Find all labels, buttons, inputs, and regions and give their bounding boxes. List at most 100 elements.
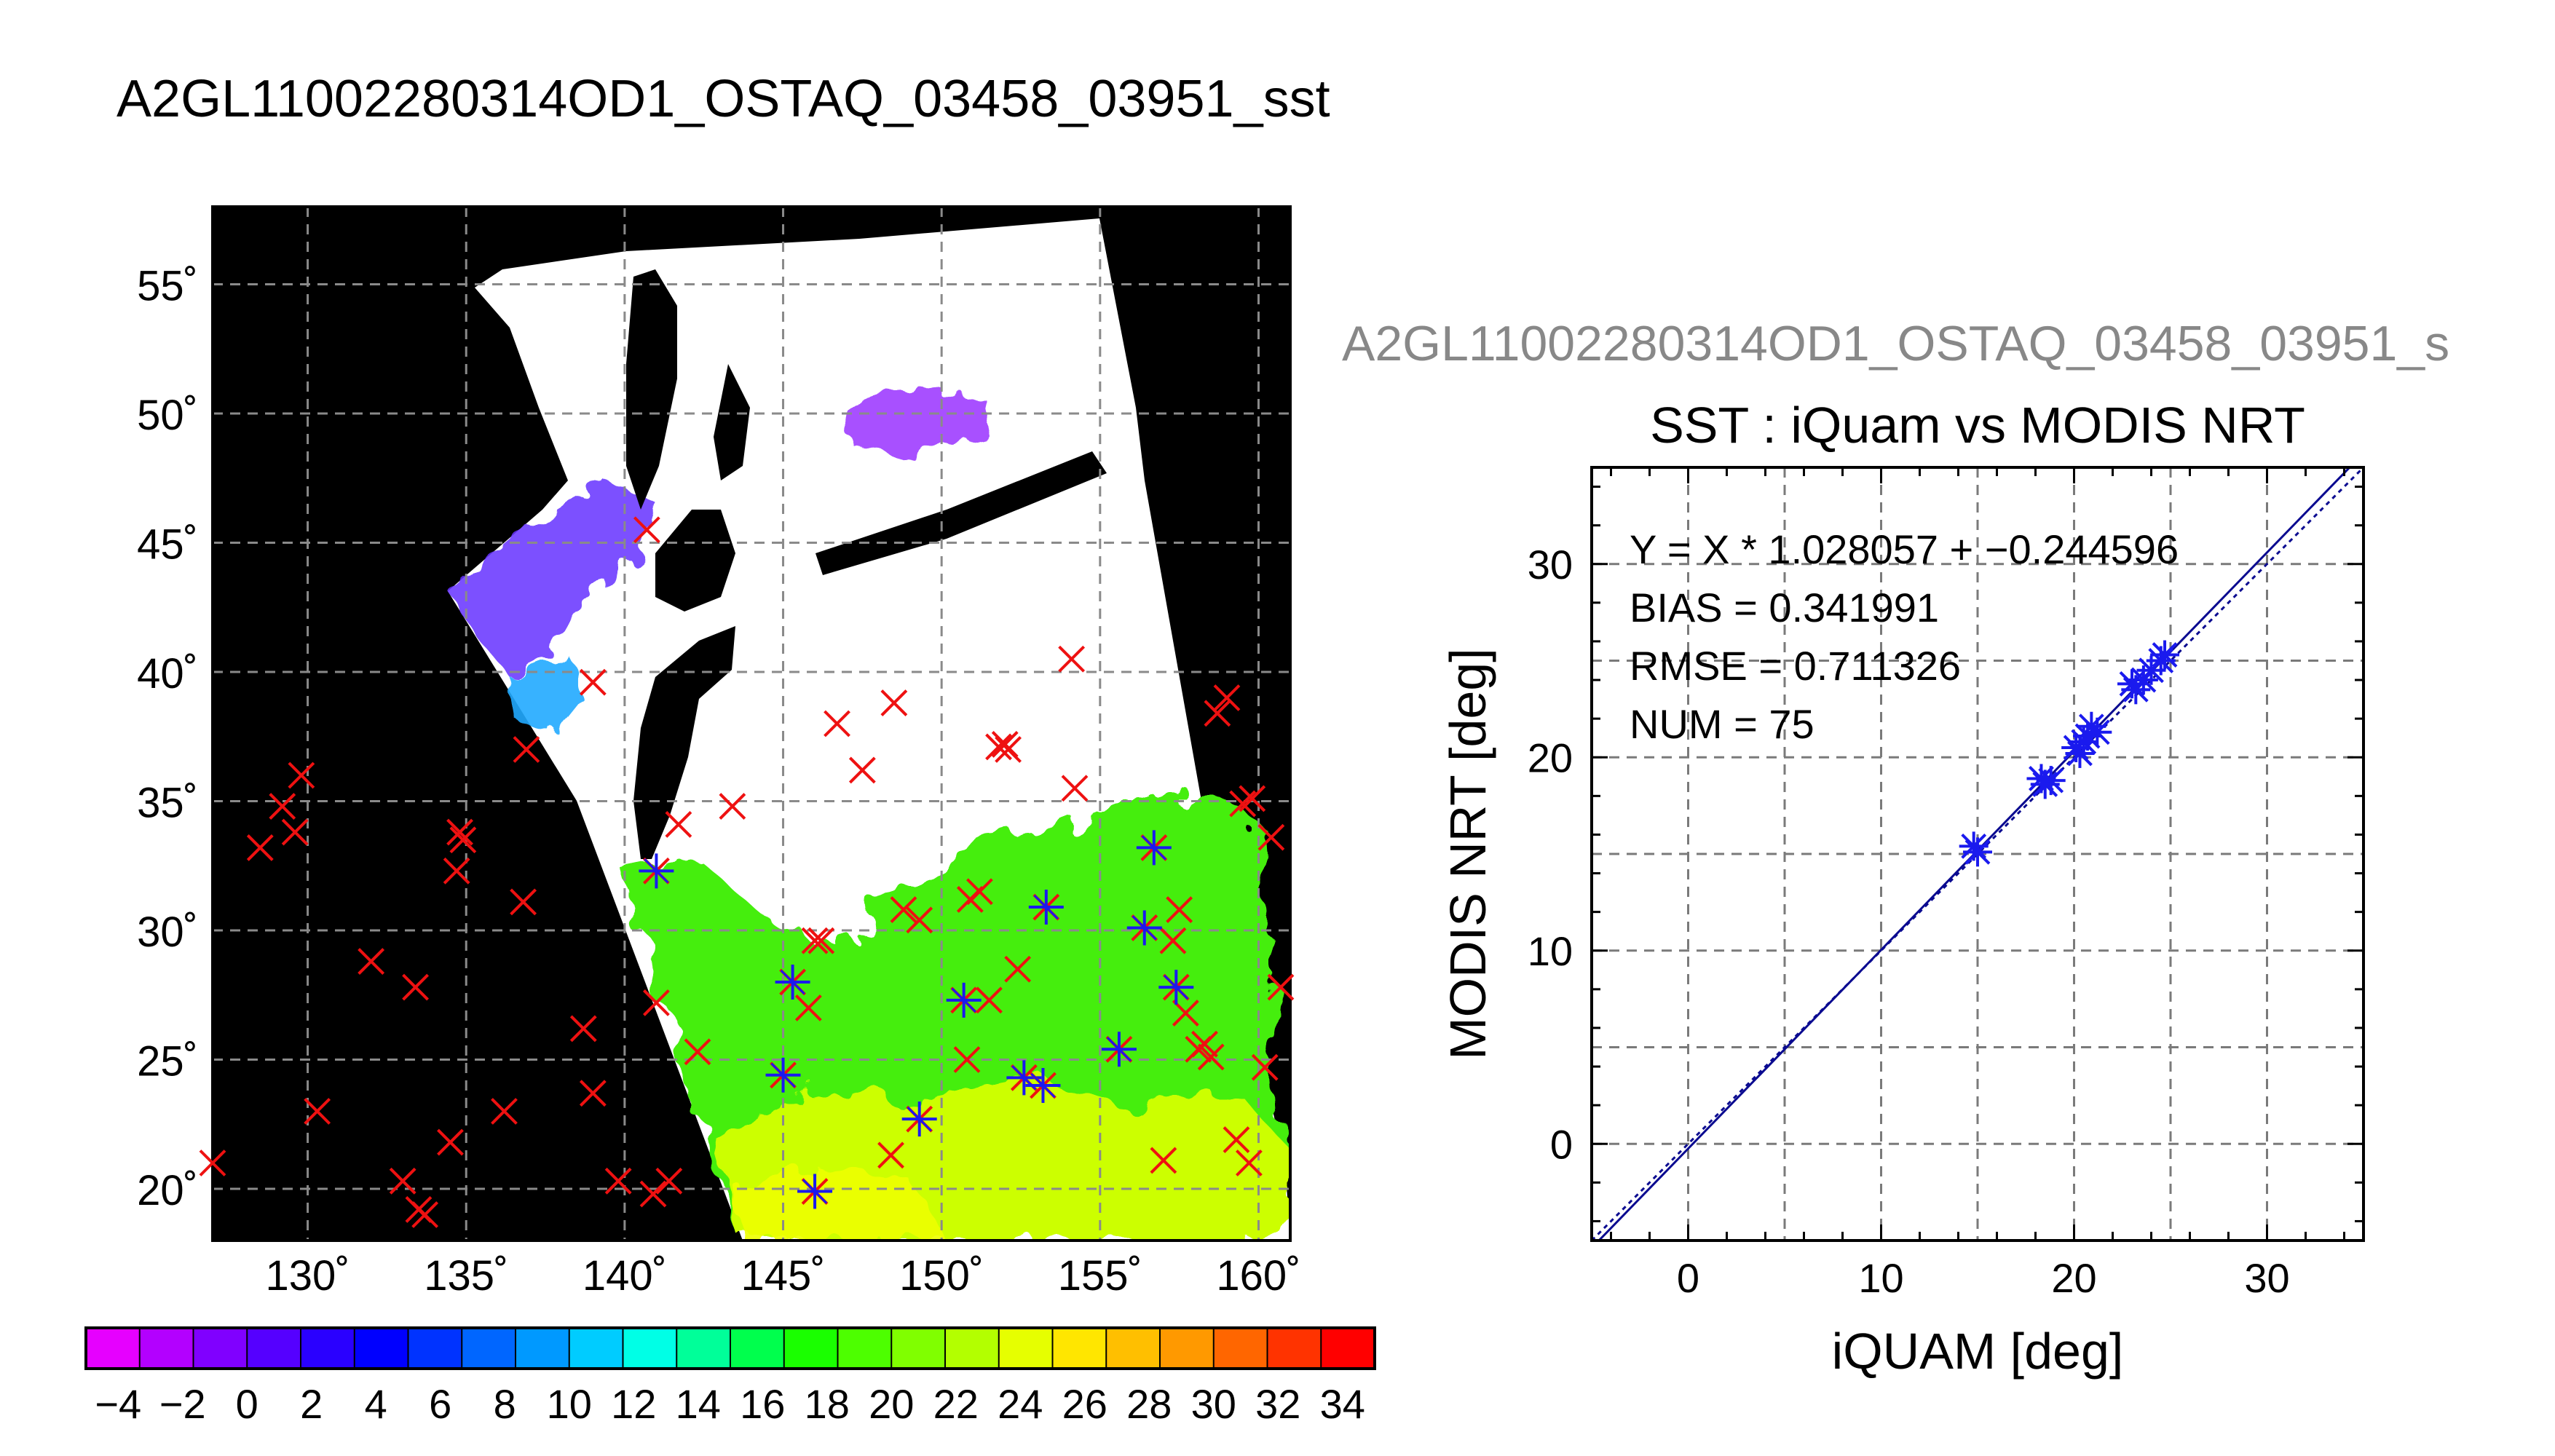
- matchup-marker: [569, 1015, 597, 1042]
- matchup-marker: [358, 948, 385, 976]
- colorbar-tick-labels: −4 −2 0 2 4 6 8 10 12 14 16 18 20 22 24 26 28 30 32 34: [95, 1381, 1365, 1427]
- colorbar-tick-label: 24: [998, 1381, 1043, 1427]
- matchup-marker: [402, 973, 430, 1001]
- colorbar-tick-label: 0: [236, 1381, 258, 1427]
- lat-tick-label: 50˚: [137, 392, 198, 439]
- scatter-gridlines: [1592, 467, 2364, 1241]
- matched-marker: [946, 982, 982, 1018]
- matchup-marker: [1267, 973, 1295, 1001]
- matchup-marker: [953, 1046, 981, 1073]
- lat-tick-label: 40˚: [137, 650, 198, 697]
- longitude-tick-labels: 130˚ 135˚ 140˚ 145˚ 150˚ 155˚ 160˚: [266, 1252, 1301, 1299]
- x-tick-label: 20: [2051, 1255, 2096, 1301]
- matched-marker: [901, 1101, 937, 1137]
- scatter-point: [2036, 766, 2066, 796]
- map-frame: [211, 205, 1292, 1242]
- swath-ice-region: [448, 480, 655, 677]
- colorbar-cell: [783, 1328, 838, 1369]
- lon-tick-label: 160˚: [1216, 1252, 1300, 1299]
- colorbar-cell: [1052, 1328, 1107, 1369]
- scatter-tick-marks: [1592, 467, 2364, 1241]
- matchup-marker: [304, 1098, 331, 1125]
- matchup-marker: [1235, 1150, 1263, 1176]
- matchup-marker: [604, 1167, 632, 1195]
- y-tick-label: 10: [1528, 928, 1573, 974]
- y-tick-label: 0: [1550, 1121, 1573, 1167]
- swath-hot-sst: [735, 1165, 947, 1241]
- matchup-marker: [1061, 775, 1089, 802]
- matchup-marker: [437, 1128, 464, 1156]
- matchup-marker: [491, 1098, 518, 1125]
- matchup-marker: [665, 811, 692, 838]
- lat-tick-label: 25˚: [137, 1038, 198, 1085]
- colorbar-tick-label: −4: [95, 1381, 141, 1427]
- latitude-tick-labels: 55˚ 50˚ 45˚ 40˚ 35˚ 30˚ 25˚ 20˚: [137, 263, 198, 1215]
- matchup-marker: [976, 986, 1003, 1014]
- colorbar-tick-label: 4: [365, 1381, 387, 1427]
- matchup-marker: [684, 1038, 711, 1066]
- colorbar-cell: [891, 1328, 946, 1369]
- colorbar-cell: [623, 1328, 677, 1369]
- x-tick-labels: 0 10 20 30: [1677, 1255, 2290, 1301]
- scatter-title: SST : iQuam vs MODIS NRT: [1650, 397, 2305, 454]
- colorbar-cells: [86, 1328, 1375, 1369]
- matchup-marker: [1150, 1147, 1177, 1174]
- matchup-marker: [1239, 785, 1266, 812]
- matched-marker: [1158, 970, 1194, 1005]
- japan-landmass: [626, 269, 1107, 859]
- matchup-marker: [443, 857, 470, 885]
- page-title-text: A2GL11002280314OD1_OSTAQ_03458_03951_sst: [117, 70, 1330, 128]
- colorbar-cell: [1321, 1328, 1375, 1369]
- colorbar-cell: [247, 1328, 301, 1369]
- matchup-marker: [281, 818, 309, 846]
- matchup-marker: [1172, 1000, 1199, 1027]
- matchup-marker: [579, 668, 607, 696]
- lat-tick-label: 20˚: [137, 1167, 198, 1214]
- matchup-marker: [639, 1180, 667, 1208]
- matchup-marker: [965, 878, 993, 906]
- colorbar-cell: [139, 1328, 194, 1369]
- matchup-marker: [890, 896, 917, 924]
- matchup-marker: [880, 689, 908, 717]
- scatter-point: [2082, 717, 2112, 747]
- colorbar-tick-label: 6: [429, 1381, 451, 1427]
- matchup-marker: [719, 793, 746, 820]
- one-to-one-line: [1592, 467, 2364, 1241]
- colorbar-cell: [1213, 1328, 1268, 1369]
- lat-tick-label: 30˚: [137, 909, 198, 956]
- scatter-points: [1959, 640, 2180, 867]
- matched-marker: [1028, 890, 1064, 925]
- colorbar-tick-label: 18: [805, 1381, 850, 1427]
- colorbar-tick-label: 14: [676, 1381, 721, 1427]
- swath-cold-region: [510, 655, 583, 735]
- matchup-marker: [1166, 896, 1193, 924]
- colorbar-tick-label: 28: [1126, 1381, 1172, 1427]
- matchup-marker: [1213, 684, 1241, 711]
- matched-marker: [775, 965, 810, 1000]
- colorbar-cell: [1267, 1328, 1322, 1369]
- colorbar-cell: [462, 1328, 516, 1369]
- colorbar-tick-label: 16: [740, 1381, 785, 1427]
- matched-marker: [1136, 830, 1172, 866]
- lon-tick-label: 135˚: [424, 1252, 508, 1299]
- stats-num: NUM = 75: [1630, 701, 1814, 747]
- colorbar-frame: [84, 1326, 1376, 1370]
- lon-tick-label: 130˚: [266, 1252, 350, 1299]
- matchup-marker: [1197, 1043, 1225, 1071]
- scatter-point: [2150, 640, 2180, 670]
- matchup-marker: [995, 736, 1022, 763]
- y-tick-label: 30: [1528, 542, 1573, 587]
- colorbar-cell: [193, 1328, 248, 1369]
- colorbar-cell: [354, 1328, 408, 1369]
- colorbar-tick-label: 12: [611, 1381, 656, 1427]
- matched-marker: [797, 1174, 833, 1209]
- matchup-markers-unmatched: [199, 516, 1295, 1228]
- y-tick-labels: 0 10 20 30: [1528, 542, 1573, 1168]
- stats-equation: Y = X * 1.028057 + −0.244596: [1630, 526, 2179, 572]
- matchup-marker: [824, 710, 850, 737]
- colorbar-cell: [1106, 1328, 1161, 1369]
- matchup-marker: [288, 761, 315, 789]
- colorbar-tick-label: 30: [1191, 1381, 1236, 1427]
- matchup-marker: [1058, 645, 1086, 673]
- matched-marker: [1025, 1068, 1061, 1103]
